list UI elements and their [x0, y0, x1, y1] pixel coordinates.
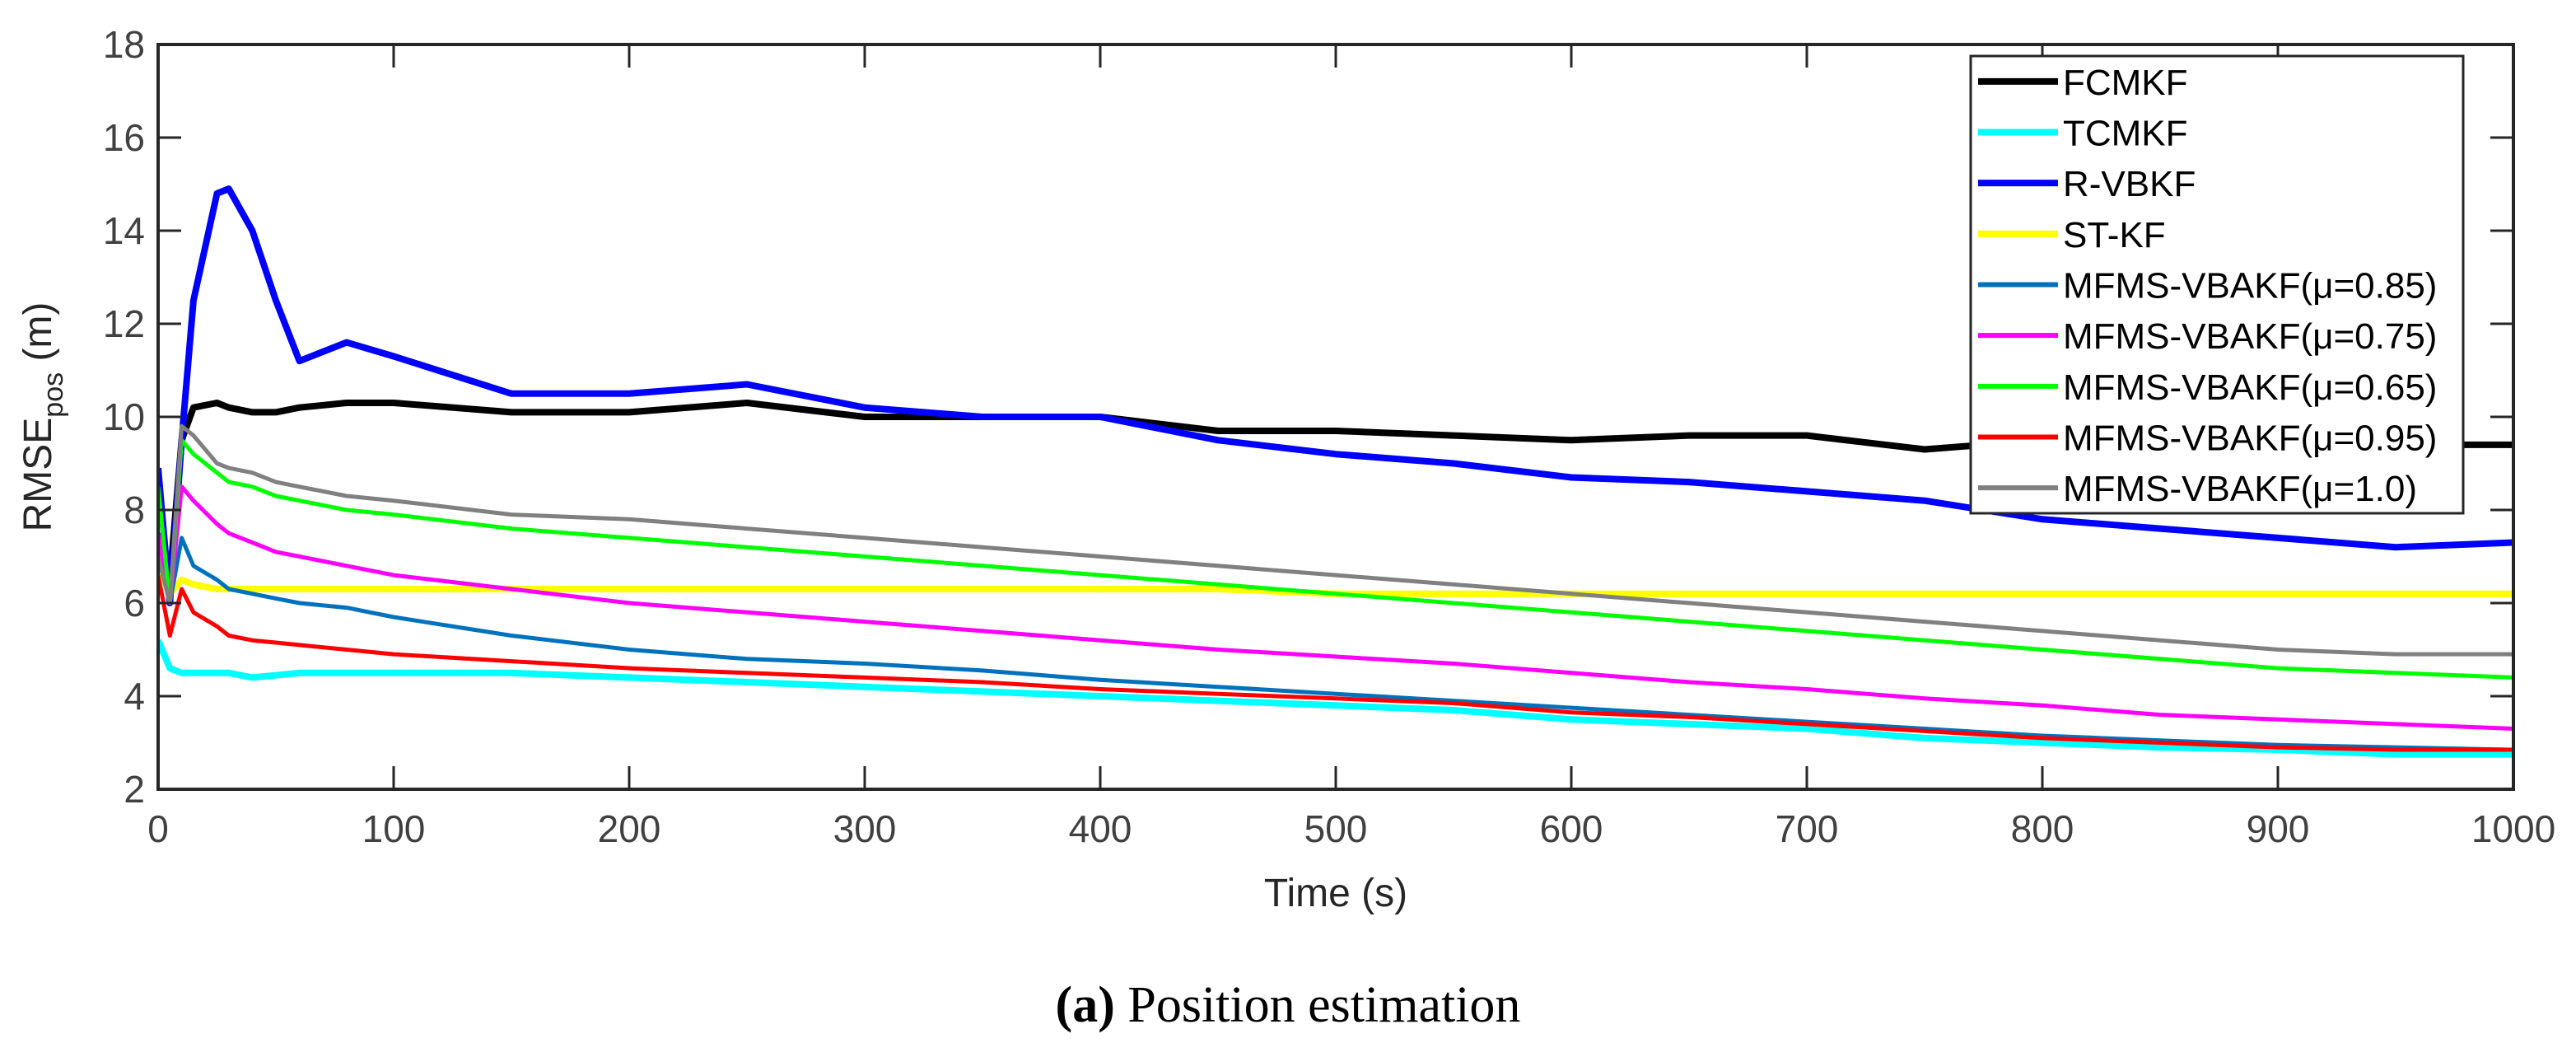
legend-entry: FCMKF	[2063, 63, 2188, 103]
x-tick-label: 600	[1540, 807, 1603, 850]
y-axis-label: RMSEpos (m)	[16, 302, 69, 532]
legend-entry: MFMS-VBAKF(μ=0.95)	[2063, 419, 2437, 459]
x-tick-label: 500	[1304, 807, 1368, 850]
caption-label: (a)	[1056, 977, 1115, 1033]
legend-entry: MFMS-VBAKF(μ=0.75)	[2063, 316, 2437, 357]
x-tick-label: 0	[147, 807, 169, 850]
x-tick-label: 300	[833, 807, 897, 850]
x-tick-label: 900	[2247, 807, 2310, 850]
series-line-4	[158, 536, 2513, 752]
y-axis-label-unit: (m)	[16, 302, 60, 362]
legend-entry: MFMS-VBAKF(μ=0.65)	[2063, 367, 2437, 408]
y-tick-label: 16	[103, 116, 145, 159]
legend-entry: R-VBKF	[2063, 164, 2196, 204]
legend-entry: MFMS-VBAKF(μ=0.85)	[2063, 266, 2437, 306]
x-tick-label: 700	[1776, 807, 1839, 850]
y-tick-label: 12	[103, 302, 145, 345]
series-line-3	[158, 564, 2513, 597]
series-line-7	[158, 574, 2513, 752]
x-tick-label: 400	[1069, 807, 1132, 850]
y-tick-label: 14	[103, 209, 145, 252]
y-tick-label: 10	[103, 395, 145, 438]
series-line-6	[158, 437, 2513, 680]
y-tick-label: 2	[124, 768, 145, 811]
y-tick-label: 8	[124, 489, 145, 531]
y-tick-label: 4	[124, 675, 145, 718]
legend-entry: ST-KF	[2063, 215, 2166, 255]
y-tick-label: 18	[103, 23, 145, 66]
y-axis-label-main: RMSE	[16, 418, 60, 532]
series-layer	[158, 185, 2513, 758]
x-axis-label: Time (s)	[1264, 872, 1407, 915]
x-tick-label: 200	[598, 807, 661, 850]
legend: FCMKF TCMKF R-VBKF ST-KF MFMS-VBAKF(μ=0.85) M…	[1969, 54, 2465, 515]
series-line-2	[158, 185, 2513, 606]
x-tick-label: 100	[362, 807, 426, 850]
figure-caption: (a) Position estimation	[1056, 977, 1521, 1033]
series-line-1	[158, 638, 2513, 758]
legend-entry: MFMS-VBAKF(μ=1.0)	[2063, 469, 2417, 509]
series-line-5	[158, 484, 2513, 731]
caption-text: Position estimation	[1115, 977, 1521, 1033]
series-line-8	[158, 423, 2513, 657]
series-line-0	[158, 400, 2513, 583]
x-tick-label: 1000	[2471, 807, 2555, 850]
y-tick-label: 6	[124, 582, 145, 624]
y-axis-label-space	[16, 362, 60, 372]
y-axis-label-subscript: pos	[38, 372, 69, 418]
x-tick-label: 800	[2011, 807, 2074, 850]
axes-layer: 0 100 200 300 400 500 600 700 800 900 1000 2 4 6 8 10 12…	[103, 23, 2555, 850]
legend-entry: TCMKF	[2063, 114, 2188, 154]
